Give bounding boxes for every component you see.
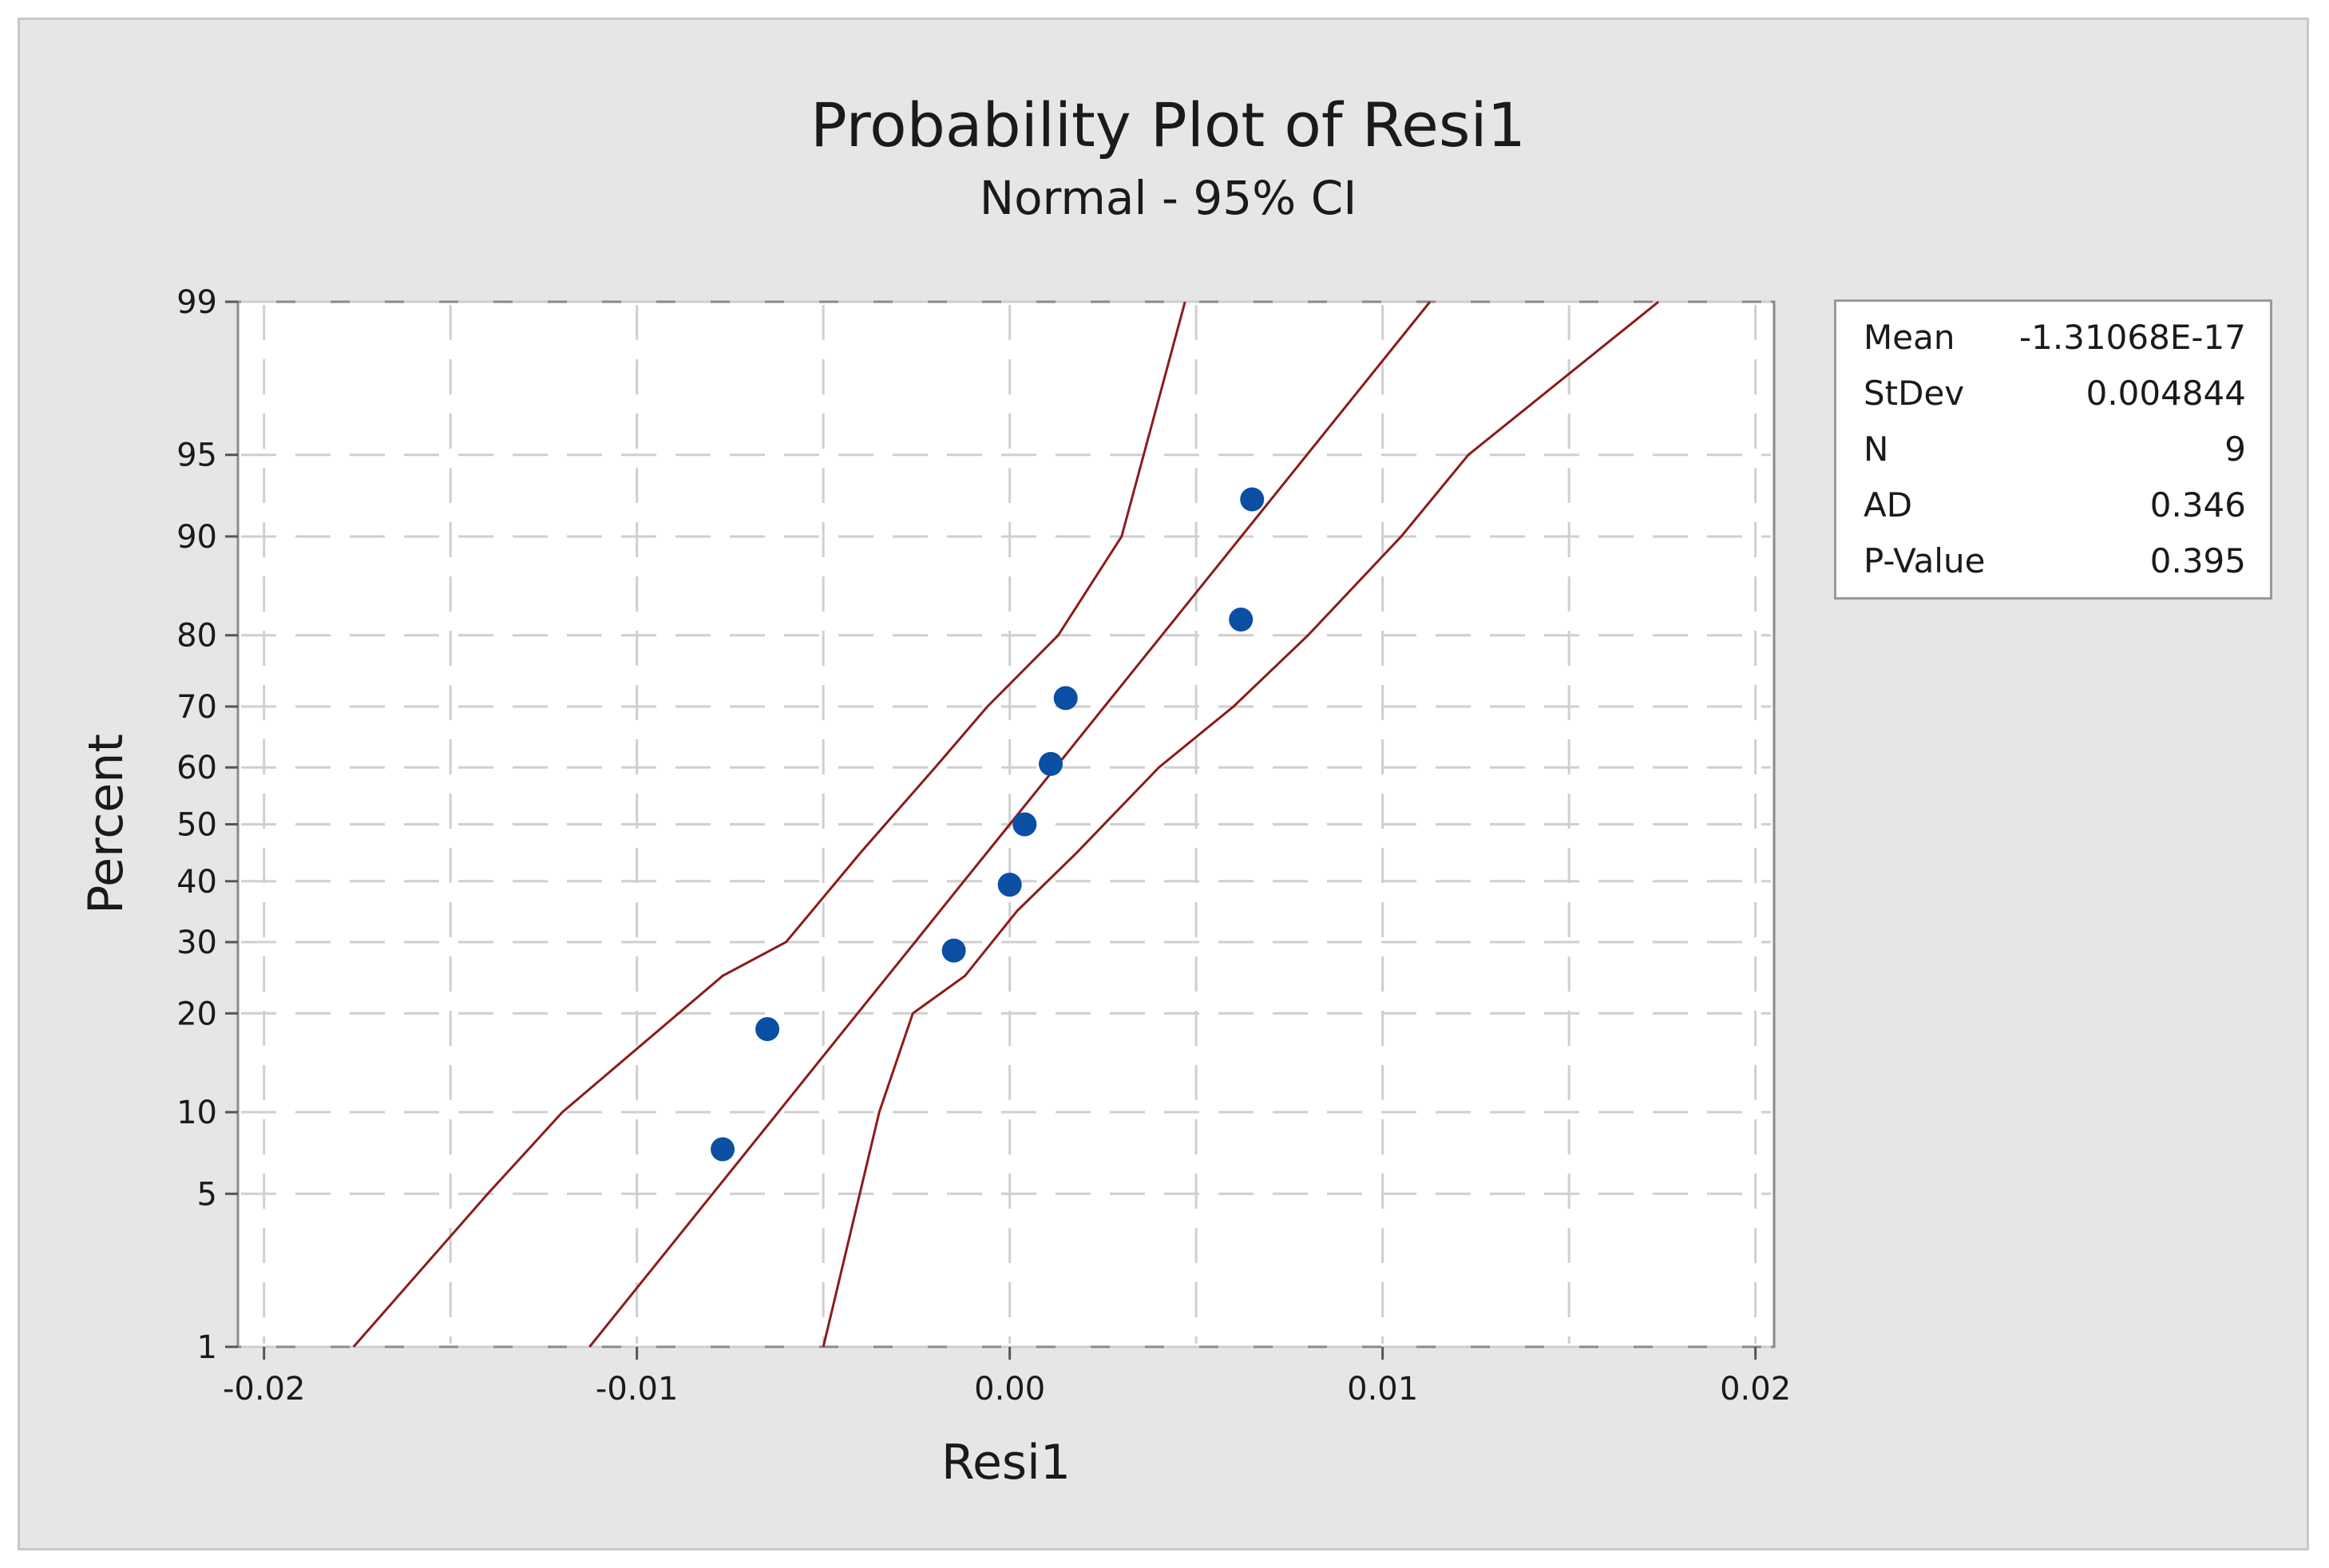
stat-row-n: N 9	[1864, 422, 2246, 477]
x-tick-label: 0.01	[1347, 1371, 1418, 1408]
y-tick-label: 50	[176, 807, 217, 844]
y-tick-label: 10	[176, 1095, 217, 1131]
y-tick-label: 80	[176, 618, 217, 655]
grid-lines	[241, 300, 1771, 1348]
data-point	[1053, 686, 1078, 711]
stat-value: 0.395	[2149, 541, 2246, 580]
x-axis-ticks: -0.02 -0.01 0.00 0.01 0.02	[223, 1347, 1791, 1408]
y-tick-label: 70	[176, 689, 217, 726]
stat-row-stdev: StDev 0.004844	[1864, 366, 2246, 422]
x-tick-label: -0.01	[596, 1371, 679, 1408]
ci-line-fit	[588, 301, 1432, 1348]
x-axis-label: Resi1	[941, 1435, 1071, 1491]
ci-line-upper	[822, 300, 1660, 1348]
chart-subtitle: Normal - 95% CI	[980, 171, 1357, 225]
data-point	[1240, 487, 1265, 512]
y-tick-label: 90	[176, 519, 217, 556]
data-point	[997, 873, 1022, 897]
y-tick-label: 5	[197, 1176, 217, 1213]
x-tick-label: 0.00	[974, 1371, 1045, 1408]
stat-value: -1.31068E-17	[2019, 318, 2246, 357]
data-points	[711, 487, 1265, 1162]
stat-label: Mean	[1864, 318, 1955, 357]
y-tick-label: 20	[176, 996, 217, 1032]
data-point	[711, 1137, 735, 1162]
stat-value: 0.004844	[2085, 374, 2246, 413]
stat-label: StDev	[1864, 374, 1965, 413]
stat-row-mean: Mean -1.31068E-17	[1864, 310, 2246, 366]
data-point	[755, 1016, 780, 1041]
stat-label: AD	[1864, 485, 1913, 525]
stat-row-p-value: P-Value 0.395	[1864, 533, 2246, 589]
y-tick-label: 30	[176, 925, 217, 961]
y-tick-label: 60	[176, 750, 217, 786]
y-axis-ticks: 1 5 10 20 30 40 50 60 70 80 90 95 99	[176, 284, 238, 1366]
chart-title: Probability Plot of Resi1	[810, 89, 1526, 160]
stat-value: 9	[2224, 430, 2246, 469]
stat-row-ad: AD 0.346	[1864, 477, 2246, 533]
confidence-lines	[352, 300, 1660, 1348]
stat-label: P-Value	[1864, 541, 1986, 580]
x-tick-label: -0.02	[223, 1371, 306, 1408]
data-point	[1012, 812, 1037, 837]
y-tick-label: 1	[197, 1329, 217, 1366]
stat-value: 0.346	[2149, 485, 2246, 525]
y-tick-label: 95	[176, 438, 217, 474]
y-axis-label: Percent	[78, 734, 134, 914]
y-tick-label: 40	[176, 864, 217, 901]
data-point	[1039, 751, 1063, 776]
data-point	[1229, 608, 1254, 632]
x-tick-label: 0.02	[1720, 1371, 1791, 1408]
ci-line-lower	[352, 301, 1186, 1348]
y-tick-label: 99	[176, 284, 217, 321]
stat-label: N	[1864, 430, 1889, 469]
statistics-legend: Mean -1.31068E-17 StDev 0.004844 N 9 AD …	[1834, 299, 2272, 600]
data-point	[941, 938, 966, 963]
